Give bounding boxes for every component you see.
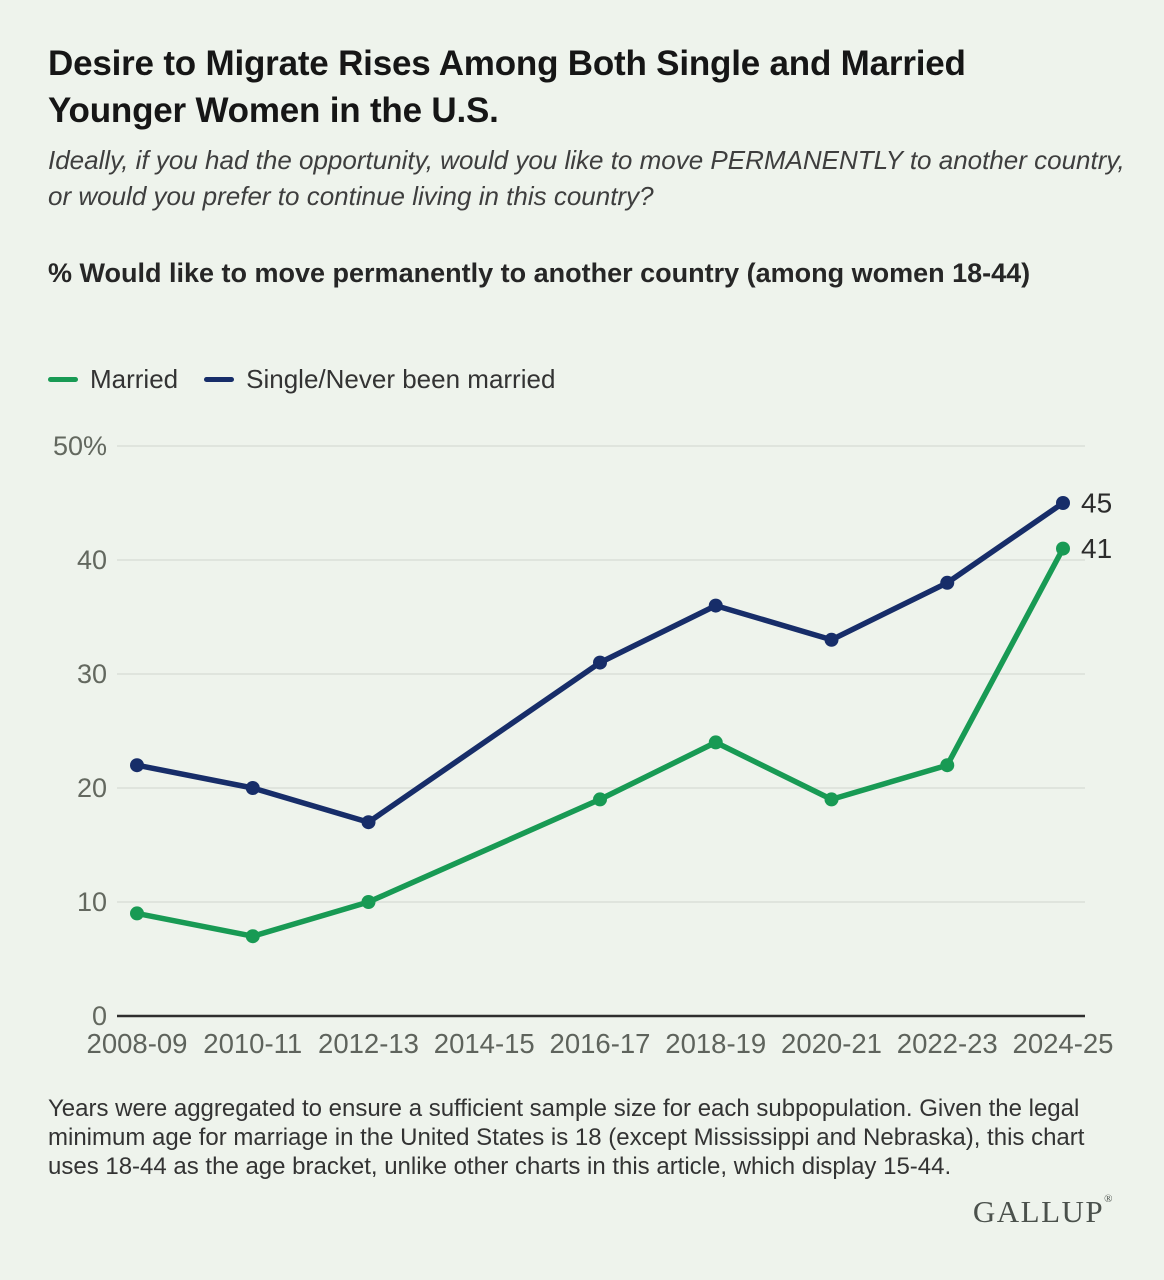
registered-trademark-icon: ® [1104, 1193, 1114, 1205]
data-point-single [130, 758, 144, 773]
y-tick-label: 50% [53, 431, 107, 461]
data-point-married [1056, 541, 1070, 556]
series-line-single [134, 500, 1066, 825]
data-point-single [361, 815, 376, 830]
gallup-logo: GALLUP® [973, 1194, 1114, 1230]
x-tick-label: 2018-19 [665, 1028, 766, 1059]
gallup-logo-text: GALLUP [972, 1194, 1105, 1229]
data-point-married [361, 895, 376, 909]
data-point-married [130, 906, 144, 921]
legend-item-married: Married [48, 364, 178, 395]
data-point-married [245, 929, 260, 944]
series-line-married [134, 545, 1066, 939]
x-tick-label: 2016-17 [550, 1028, 651, 1059]
married-series-swatch-icon [48, 377, 78, 382]
legend-item-single: Single/Never been married [204, 364, 555, 395]
x-tick-label: 2024-25 [1013, 1028, 1114, 1059]
data-point-married [940, 758, 955, 773]
data-point-single [593, 655, 607, 670]
x-tick-label: 2012-13 [318, 1028, 419, 1059]
y-tick-label: 0 [92, 1001, 107, 1031]
y-tick-label: 10 [77, 887, 107, 917]
chart-subtitle: Ideally, if you had the opportunity, wou… [48, 145, 1125, 211]
x-tick-label: 2022-23 [897, 1028, 998, 1059]
single-series-swatch-icon [204, 377, 235, 382]
x-tick-label: 2008-09 [87, 1028, 188, 1059]
data-point-single [1056, 496, 1070, 510]
data-point-single [708, 598, 723, 613]
data-point-single [940, 575, 955, 590]
end-value-label-married: 41 [1081, 533, 1112, 564]
x-tick-label: 2020-21 [781, 1028, 882, 1059]
chart-title: Desire to Migrate Rises Among Both Singl… [48, 44, 966, 130]
data-point-married [593, 792, 607, 807]
legend-label-married: Married [90, 364, 179, 394]
y-tick-label: 30 [77, 659, 107, 689]
x-tick-label: 2010-11 [203, 1028, 302, 1059]
data-point-married [708, 735, 723, 750]
legend-label-single: Single/Never been married [246, 364, 556, 394]
data-point-single [824, 632, 839, 647]
chart-footnote: Years were aggregated to ensure a suffic… [48, 1095, 1085, 1180]
metric-label: % Would like to move permanently to anot… [48, 258, 1031, 288]
y-tick-label: 40 [77, 545, 107, 575]
chart-legend: Married Single/Never been married [48, 364, 555, 395]
end-value-label-single: 45 [1081, 488, 1112, 519]
y-tick-label: 20 [77, 773, 107, 803]
data-point-married [824, 792, 839, 807]
x-tick-label: 2014-15 [434, 1028, 535, 1059]
data-point-single [245, 781, 260, 795]
